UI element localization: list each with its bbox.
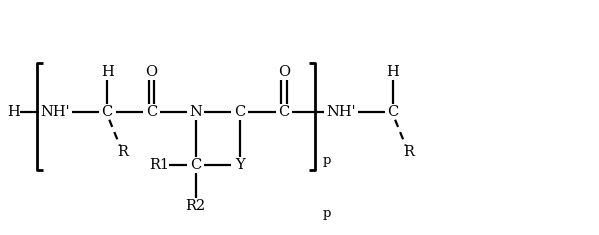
Text: R: R xyxy=(403,145,414,159)
Text: N: N xyxy=(189,105,202,119)
Text: p: p xyxy=(322,207,331,220)
Text: C: C xyxy=(279,105,289,119)
Text: C: C xyxy=(388,105,399,119)
Text: H: H xyxy=(7,105,20,119)
Text: NH': NH' xyxy=(326,105,356,119)
Text: NH': NH' xyxy=(41,105,70,119)
Text: C: C xyxy=(234,105,246,119)
Text: R1: R1 xyxy=(149,158,169,172)
Text: R: R xyxy=(117,145,128,159)
Text: p: p xyxy=(322,154,331,167)
Text: C: C xyxy=(102,105,113,119)
Text: O: O xyxy=(146,65,158,79)
Text: H: H xyxy=(387,65,400,79)
Text: C: C xyxy=(190,158,201,172)
Text: Y: Y xyxy=(235,158,244,172)
Text: C: C xyxy=(146,105,157,119)
Text: R2: R2 xyxy=(186,199,205,213)
Text: H: H xyxy=(101,65,114,79)
Text: O: O xyxy=(278,65,290,79)
